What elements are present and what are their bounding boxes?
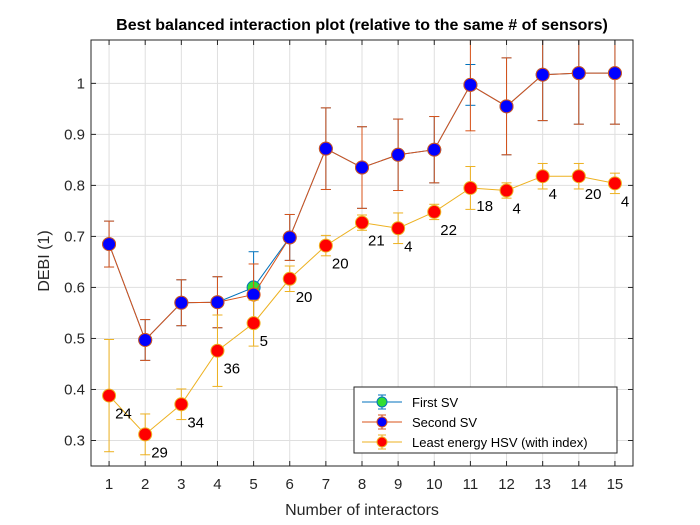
x-tick-label: 7 (322, 476, 330, 493)
legend-marker (376, 436, 388, 448)
index-label: 4 (513, 201, 521, 218)
y-tick-label: 0.7 (64, 228, 85, 245)
data-point (499, 183, 514, 198)
data-point (427, 204, 442, 219)
chart-title: Best balanced interaction plot (relative… (116, 17, 608, 34)
index-label: 4 (549, 186, 557, 203)
x-tick-label: 8 (358, 476, 366, 493)
data-point (102, 237, 117, 252)
legend-label: First SV (412, 395, 459, 410)
y-axis-ticks: 0.3 0.4 0.5 0.6 0.7 0.8 0.9 1 (64, 75, 633, 449)
x-tick-label: 10 (426, 476, 443, 493)
index-label: 20 (585, 186, 602, 203)
data-point (102, 388, 117, 403)
index-label: 4 (621, 193, 629, 210)
x-axis-ticks: 1 2 3 4 5 6 7 8 9 10 11 12 13 14 15 (105, 40, 623, 493)
data-point (138, 427, 153, 442)
data-point (174, 397, 189, 412)
data-point (355, 215, 369, 230)
data-point (391, 221, 406, 236)
x-tick-label: 11 (463, 476, 479, 493)
data-point (355, 160, 369, 175)
data-point (282, 230, 297, 245)
index-label: 18 (476, 198, 493, 215)
data-point (318, 141, 333, 156)
data-point (499, 99, 514, 114)
index-label: 34 (187, 414, 204, 431)
x-tick-label: 13 (534, 476, 551, 493)
legend-marker (376, 396, 388, 408)
legend-label: Second SV (412, 415, 477, 430)
index-label: 5 (260, 333, 268, 350)
x-tick-label: 4 (213, 476, 221, 493)
index-label: 20 (332, 256, 349, 273)
data-point (246, 316, 261, 331)
x-tick-label: 5 (249, 476, 257, 493)
x-tick-label: 6 (286, 476, 294, 493)
legend-item-1: First SV (362, 394, 459, 410)
data-point (318, 238, 333, 253)
index-label: 20 (296, 289, 313, 306)
data-point (571, 66, 586, 81)
data-point (571, 169, 586, 184)
index-label: 29 (151, 444, 168, 461)
index-labels: 24 29 34 36 5 20 20 21 4 22 18 4 4 20 4 (115, 186, 629, 461)
legend-item-3: Least energy HSV (with index) (362, 434, 588, 450)
data-point (535, 169, 550, 184)
y-tick-label: 0.8 (64, 177, 85, 194)
y-tick-label: 0.6 (64, 279, 85, 296)
legend-label: Least energy HSV (with index) (412, 435, 588, 450)
data-point (210, 343, 225, 358)
data-point (535, 67, 550, 82)
x-tick-label: 9 (394, 476, 402, 493)
y-axis-label: DEBI (1) (36, 230, 53, 291)
index-label: 22 (440, 222, 457, 239)
x-tick-label: 1 (105, 476, 113, 493)
index-label: 21 (368, 233, 385, 250)
data-point (427, 142, 442, 157)
series-3 (102, 162, 622, 456)
data-point (246, 287, 261, 302)
data-point (138, 332, 153, 347)
legend: First SV Second SV Least energy HSV (with … (353, 386, 618, 454)
x-tick-label: 3 (177, 476, 185, 493)
data-point (174, 295, 189, 310)
x-tick-label: 15 (607, 476, 624, 493)
data-point (607, 66, 622, 81)
index-label: 4 (404, 238, 412, 255)
index-label: 36 (223, 361, 240, 378)
x-tick-label: 12 (498, 476, 515, 493)
index-label: 24 (115, 406, 132, 423)
data-point (282, 271, 297, 286)
y-tick-label: 1 (77, 75, 85, 92)
data-point (463, 180, 478, 195)
data-point (463, 77, 478, 92)
y-tick-label: 0.3 (64, 432, 85, 449)
y-tick-label: 0.4 (64, 381, 85, 398)
data-point (607, 176, 622, 191)
x-tick-label: 2 (141, 476, 149, 493)
x-tick-label: 14 (570, 476, 587, 493)
data-point (391, 147, 406, 162)
y-tick-label: 0.9 (64, 126, 85, 143)
data-point (210, 295, 225, 310)
series-layer (102, 40, 622, 456)
y-tick-label: 0.5 (64, 330, 85, 347)
legend-item-2: Second SV (362, 414, 477, 430)
legend-marker (376, 416, 388, 428)
x-axis-label: Number of interactors (285, 502, 439, 519)
